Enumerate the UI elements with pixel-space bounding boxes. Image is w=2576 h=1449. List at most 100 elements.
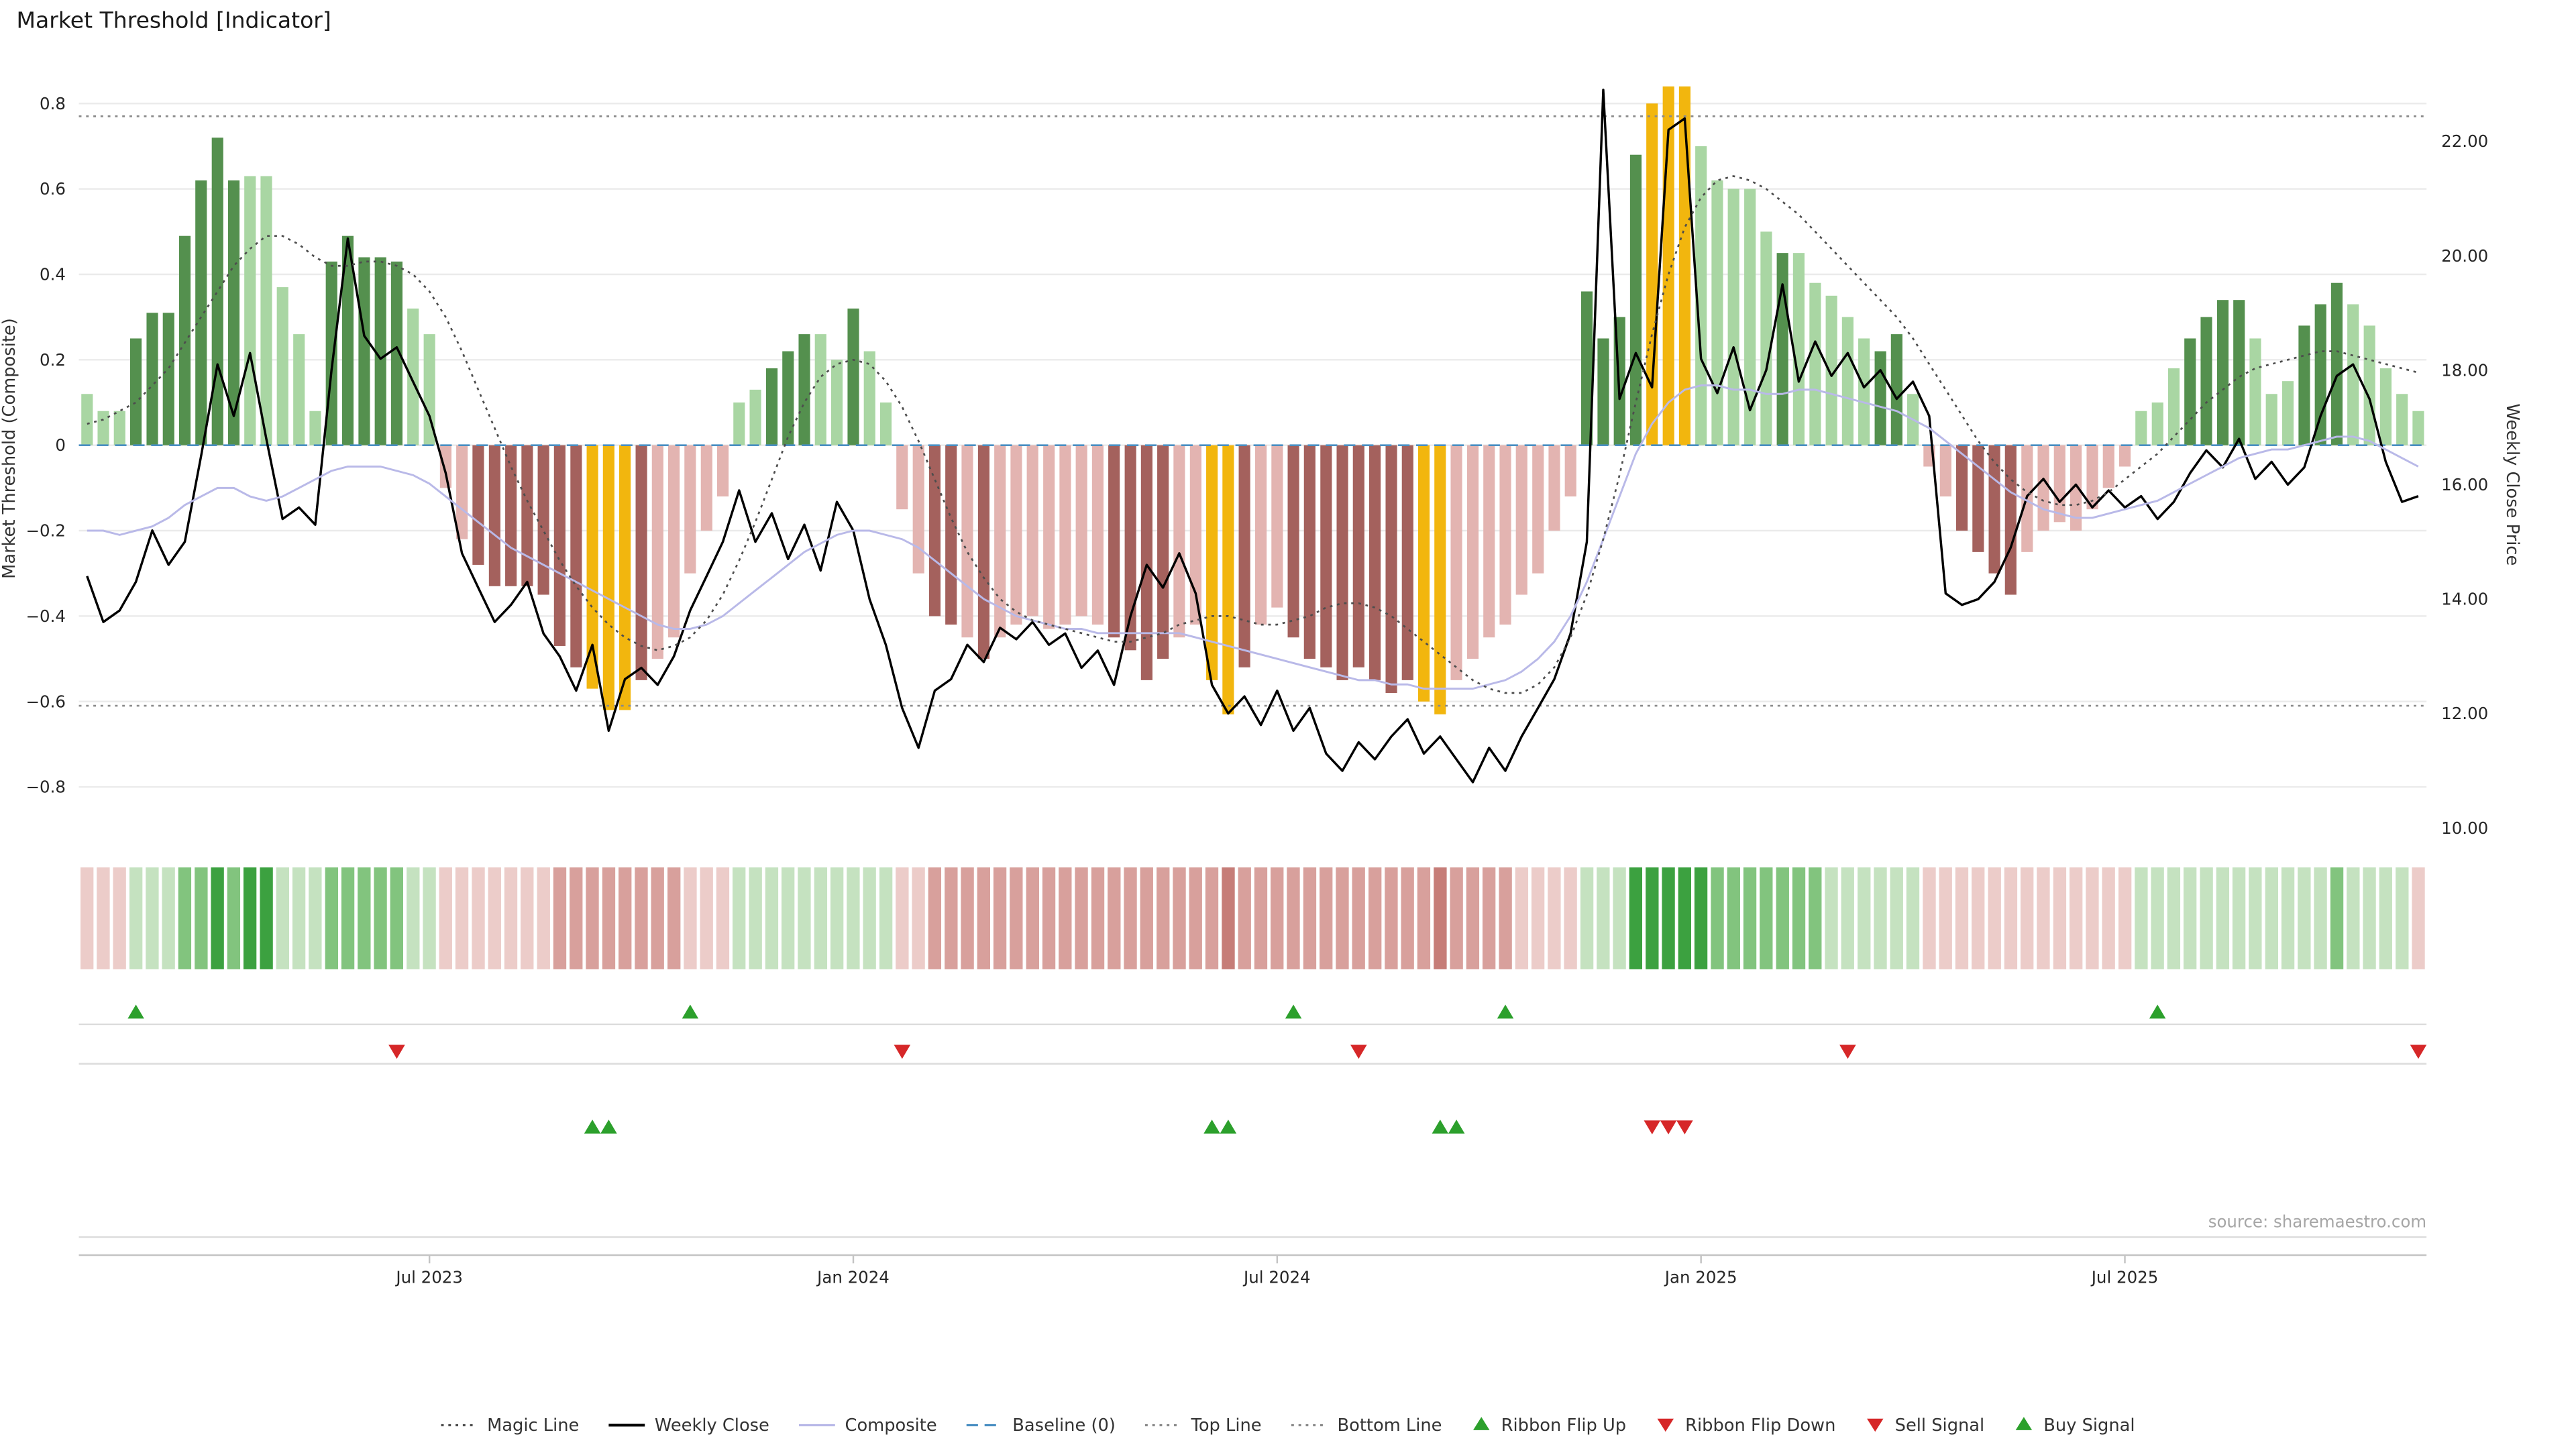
ribbon-cell: [423, 867, 436, 969]
ribbon-cell: [1385, 867, 1398, 969]
ribbon-cell: [2216, 867, 2230, 969]
threshold-bar: [423, 334, 435, 445]
threshold-bar: [1646, 103, 1658, 445]
ribbon-cell: [2069, 867, 2083, 969]
threshold-bar: [244, 176, 256, 445]
threshold-bar: [2118, 445, 2131, 467]
threshold-bar: [1711, 180, 1723, 445]
ribbon-cell: [80, 867, 94, 969]
ribbon-cell: [1336, 867, 1349, 969]
legend-item: Ribbon Flip Down: [1657, 1415, 1835, 1436]
ribbon-cell: [1466, 867, 1480, 969]
ribbon-cell: [2249, 867, 2262, 969]
ribbon-cell: [439, 867, 452, 969]
threshold-bar: [2086, 445, 2098, 510]
threshold-bar: [1858, 338, 1870, 445]
ribbon-cell: [2086, 867, 2099, 969]
left-tick-label: 0.6: [40, 179, 66, 199]
threshold-bar: [456, 445, 468, 539]
threshold-bar: [1336, 445, 1348, 680]
ribbon-cell: [1238, 867, 1251, 969]
ribbon-cell: [977, 867, 990, 969]
threshold-bar: [178, 235, 191, 445]
buy-signal-marker: [1432, 1119, 1449, 1134]
threshold-bar: [651, 445, 663, 659]
threshold-bar: [2070, 445, 2082, 531]
threshold-bar: [1564, 445, 1576, 497]
ribbon-flip-down-marker: [2410, 1044, 2427, 1059]
right-tick-label: 18.00: [2441, 360, 2488, 380]
ribbon-cell: [863, 867, 876, 969]
ribbon-cell: [1271, 867, 1284, 969]
ribbon-cell: [1108, 867, 1121, 969]
threshold-bar: [2282, 381, 2294, 445]
threshold-bar: [2379, 368, 2392, 445]
left-tick-label: 0: [55, 435, 66, 455]
threshold-bar: [2412, 411, 2424, 445]
ribbon-flip-up-marker: [127, 1004, 144, 1019]
threshold-bar: [2363, 325, 2375, 445]
ribbon-cell: [1825, 867, 1838, 969]
threshold-bar: [879, 402, 892, 445]
threshold-bar: [293, 334, 305, 445]
ribbon-flip-down-marker: [894, 1044, 911, 1059]
threshold-bar: [635, 445, 647, 680]
ribbon-cell: [2102, 867, 2115, 969]
signal-markers: [78, 1004, 2427, 1238]
ribbon-cell: [1059, 867, 1072, 969]
threshold-bar: [1108, 445, 1120, 638]
threshold-bar: [977, 445, 990, 659]
threshold-bar: [668, 445, 680, 638]
legend: Magic Line Weekly Close Composite Baseline …: [441, 1415, 2135, 1436]
right-tick-label: 10.00: [2441, 818, 2488, 838]
threshold-bar: [945, 445, 957, 625]
threshold-bar: [1890, 334, 1902, 445]
legend-item: Weekly Close: [608, 1415, 769, 1436]
ribbon-cell: [113, 867, 126, 969]
threshold-bar: [1352, 445, 1364, 667]
ribbon-cell: [455, 867, 469, 969]
ribbon-cell: [1091, 867, 1105, 969]
threshold-bar: [1091, 445, 1104, 625]
threshold-bar: [1385, 445, 1397, 693]
ribbon-cell: [1711, 867, 1724, 969]
left-axis-label: Market Threshold (Composite): [0, 318, 19, 579]
threshold-bar: [1303, 445, 1316, 659]
ribbon-flip-up-marker: [1497, 1004, 1514, 1019]
ribbon-cell: [1450, 867, 1463, 969]
threshold-bar: [1238, 445, 1250, 667]
threshold-bar: [113, 411, 125, 445]
ribbon-cell: [1531, 867, 1545, 969]
threshold-bar: [2004, 445, 2017, 595]
ribbon-cell: [1303, 867, 1317, 969]
ribbon-cell: [2118, 867, 2132, 969]
composite-line: [87, 384, 2419, 690]
ribbon-cell: [2183, 867, 2197, 969]
threshold-bar: [1466, 445, 1479, 659]
right-tick-label: 12.00: [2441, 704, 2488, 723]
threshold-bar: [602, 445, 614, 710]
ribbon-cell: [1515, 867, 1529, 969]
threshold-bar: [390, 261, 402, 445]
ribbon-cell: [928, 867, 942, 969]
threshold-bar: [1434, 445, 1446, 714]
ribbon-cell: [2135, 867, 2148, 969]
ribbon-cell: [1352, 867, 1365, 969]
ribbon-cell: [195, 867, 208, 969]
ribbon-flip-up-marker: [2149, 1004, 2166, 1019]
threshold-bar: [1744, 189, 1756, 445]
threshold-bar: [1010, 445, 1022, 625]
ribbon-cell: [341, 867, 355, 969]
right-axis-label: Weekly Close Price: [2502, 404, 2522, 566]
threshold-bar: [765, 368, 778, 445]
ribbon-cell: [1809, 867, 1822, 969]
ribbon-cell: [1010, 867, 1023, 969]
threshold-bar: [1939, 445, 1951, 497]
buy-signal-marker: [1448, 1119, 1465, 1134]
ribbon-cell: [586, 867, 599, 969]
ribbon-cell: [1923, 867, 1936, 969]
ribbon-cell: [1841, 867, 1854, 969]
ribbon-cell: [570, 867, 583, 969]
threshold-bar: [733, 402, 745, 445]
legend-label: Sell Signal: [1895, 1415, 1985, 1436]
